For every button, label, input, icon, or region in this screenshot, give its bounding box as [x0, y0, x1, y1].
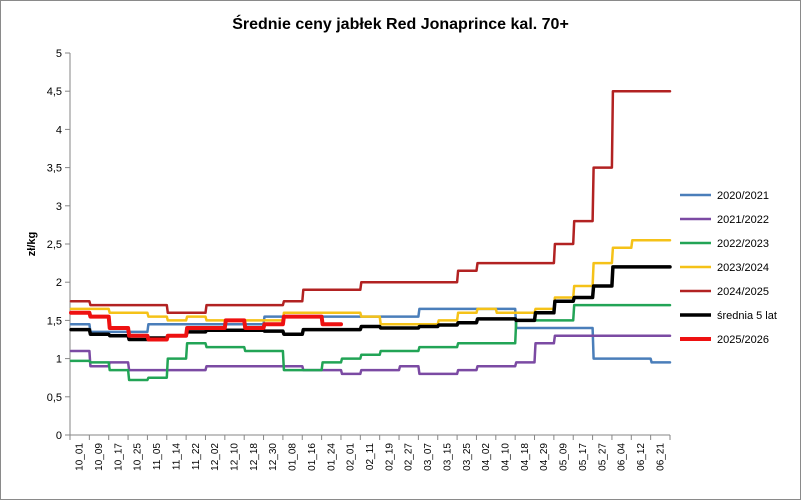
- x-tick-label: 01_08: [288, 443, 299, 471]
- legend-label: 2025/2026: [717, 334, 769, 346]
- series-line-2024-2025: [69, 89, 672, 315]
- y-tick-label: 1,5: [47, 315, 62, 327]
- legend-label: 2022/2023: [717, 238, 769, 250]
- x-tick-label: 02_11: [365, 443, 376, 471]
- x-tick-label: 11_14: [171, 443, 182, 471]
- series-line-2025-2026: [69, 310, 343, 342]
- x-tick-label: 10_17: [113, 443, 124, 471]
- y-tick-label: 2,5: [47, 239, 62, 251]
- x-tick-label: 04_29: [539, 443, 550, 471]
- y-tick-label: 3,5: [47, 163, 62, 175]
- y-axis-label: zł/kg: [26, 232, 38, 256]
- x-tick-label: 10_25: [133, 443, 144, 471]
- legend-label: 2024/2025: [717, 286, 769, 298]
- x-tick-label: 06_12: [636, 443, 647, 471]
- x-tick-label: 04_10: [500, 443, 511, 471]
- x-tick-label: 02_19: [384, 443, 395, 471]
- series-line-2021-2022: [69, 334, 672, 376]
- y-tick-label: 0: [56, 430, 62, 442]
- x-tick-label: 06_21: [655, 443, 666, 471]
- x-tick-label: 01_16: [307, 443, 318, 471]
- x-tick-label: 05_09: [559, 443, 570, 471]
- x-tick-label: 12_18: [249, 443, 260, 471]
- legend-label: 2023/2024: [717, 262, 769, 274]
- x-tick-label: 05_17: [578, 443, 589, 471]
- legend-label: 2021/2022: [717, 214, 769, 226]
- x-tick-label: 04_02: [481, 443, 492, 471]
- x-tick-label: 06_04: [617, 443, 628, 471]
- legend-label: średnia 5 lat: [717, 310, 777, 322]
- x-tick-label: 04_18: [520, 443, 531, 471]
- y-tick-label: 0,5: [47, 392, 62, 404]
- x-tick-label: 03_25: [462, 443, 473, 471]
- y-tick-label: 2: [56, 277, 62, 289]
- series-line-2023-2024: [69, 238, 672, 326]
- x-tick-label: 10_01: [75, 443, 86, 471]
- x-tick-label: 12_10: [230, 443, 241, 471]
- y-tick-label: 1: [56, 354, 62, 366]
- y-tick-label: 4,5: [47, 86, 62, 98]
- x-tick-label: 12_30: [268, 443, 279, 471]
- legend-label: 2020/2021: [717, 190, 769, 202]
- x-tick-label: 02_01: [346, 443, 357, 471]
- x-tick-label: 03_15: [442, 443, 453, 471]
- x-tick-label: 10_09: [94, 443, 105, 471]
- y-tick-label: 4: [56, 124, 62, 136]
- x-tick-label: 11_22: [191, 443, 202, 471]
- x-tick-label: 01_24: [326, 443, 337, 471]
- series-line-2022-2023: [69, 303, 672, 382]
- x-tick-label: 03_07: [423, 443, 434, 471]
- x-tick-label: 05_27: [597, 443, 608, 471]
- x-tick-label: 02_27: [404, 443, 415, 471]
- x-tick-label: 11_05: [152, 443, 163, 471]
- y-tick-label: 5: [56, 48, 62, 60]
- y-tick-label: 3: [56, 201, 62, 213]
- chart-title: Średnie ceny jabłek Red Jonaprince kal. …: [232, 16, 569, 33]
- x-tick-label: 12_02: [210, 443, 221, 471]
